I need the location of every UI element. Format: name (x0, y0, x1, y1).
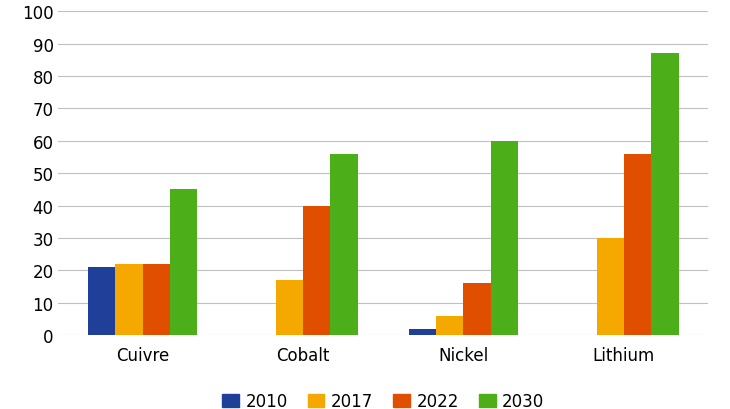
Bar (142, 264, 170, 335)
Bar (464, 284, 491, 335)
Bar (651, 54, 679, 335)
Bar (276, 281, 303, 335)
Bar (596, 238, 624, 335)
Bar (491, 142, 518, 335)
Bar (88, 267, 115, 335)
Bar (303, 206, 330, 335)
Legend: 2010, 2017, 2022, 2030: 2010, 2017, 2022, 2030 (215, 386, 551, 409)
Bar (115, 264, 142, 335)
Bar (624, 155, 651, 335)
Bar (170, 190, 197, 335)
Bar (409, 329, 437, 335)
Bar (330, 155, 358, 335)
Bar (437, 316, 464, 335)
